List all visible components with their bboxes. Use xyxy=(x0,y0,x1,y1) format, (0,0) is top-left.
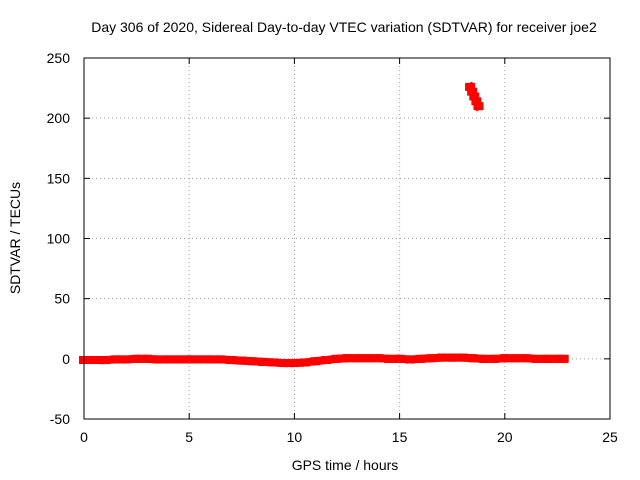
y-tick-label: 50 xyxy=(54,291,70,307)
x-tick-label: 25 xyxy=(602,429,618,445)
y-tick-label: 250 xyxy=(47,50,71,66)
y-axis-title: SDTVAR / TECUs xyxy=(7,182,23,294)
plot-frame xyxy=(83,57,611,420)
grid-lines xyxy=(84,58,610,419)
y-tick-label: -50 xyxy=(50,411,70,427)
x-tick-label: 20 xyxy=(497,429,513,445)
x-tick-label: 15 xyxy=(392,429,408,445)
y-tick-label: 100 xyxy=(47,231,71,247)
data-points xyxy=(79,81,569,368)
axis-ticks xyxy=(83,57,611,420)
data-point xyxy=(473,102,484,111)
x-tick-labels: 0 5 10 15 20 25 xyxy=(80,429,618,445)
x-axis-title: GPS time / hours xyxy=(292,457,399,473)
y-tick-labels: -50 0 50 100 150 200 250 xyxy=(47,50,71,427)
y-tick-label: 0 xyxy=(62,351,70,367)
x-tick-label: 0 xyxy=(80,429,88,445)
data-point xyxy=(558,354,569,363)
chart-title: Day 306 of 2020, Sidereal Day-to-day VTE… xyxy=(91,19,597,35)
y-tick-label: 150 xyxy=(47,170,71,186)
x-tick-label: 10 xyxy=(287,429,303,445)
y-tick-label: 200 xyxy=(47,110,71,126)
x-tick-label: 5 xyxy=(185,429,193,445)
